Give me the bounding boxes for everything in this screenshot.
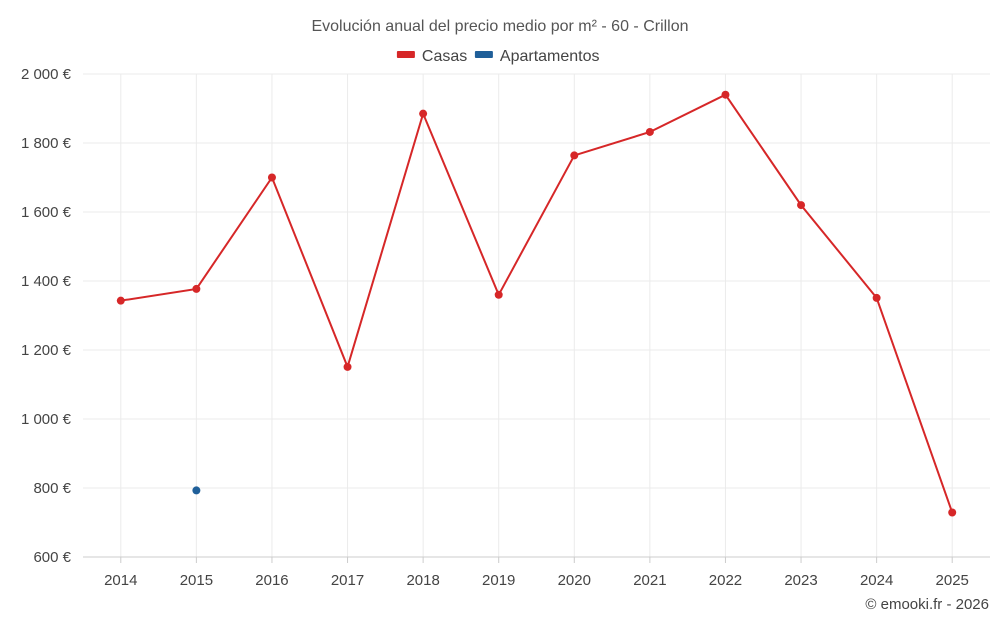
y-tick-label: 600 €	[33, 549, 71, 566]
legend-swatch	[474, 51, 493, 58]
legend-label: Casas	[422, 48, 467, 65]
axes: 600 € 800 € 1 000 € 1 200 € 1 400 € 1 600 € 1 …	[21, 66, 990, 589]
x-tick-label: 2022	[709, 572, 742, 589]
legend-swatch	[396, 51, 415, 58]
x-tick-label: 2021	[633, 572, 666, 589]
x-tick-label: 2016	[255, 572, 288, 589]
x-tick-label: 2017	[331, 572, 364, 589]
x-tick-label: 2025	[936, 572, 969, 589]
y-tick-label: 1 800 €	[21, 135, 72, 152]
grid	[83, 73, 990, 557]
data-point-apartamentos[interactable]	[192, 486, 201, 495]
legend-item-apartamentos[interactable]: Apartamentos	[474, 48, 600, 65]
credit-text: © emooki.fr - 2026	[865, 596, 989, 613]
y-tick-label: 800 €	[33, 480, 71, 497]
x-tick-label: 2019	[482, 572, 515, 589]
x-tick-label: 2020	[558, 572, 591, 589]
data-point-casas[interactable]	[570, 151, 579, 160]
legend-item-casas[interactable]: Casas	[396, 48, 467, 65]
y-tick-label: 1 600 €	[21, 204, 72, 221]
series	[116, 90, 957, 517]
data-point-casas[interactable]	[192, 284, 201, 293]
y-tick-label: 1 400 €	[21, 273, 72, 290]
y-tick-label: 1 200 €	[21, 342, 72, 359]
series-casas	[116, 90, 957, 517]
data-point-casas[interactable]	[494, 290, 503, 299]
series-apartamentos	[192, 486, 201, 495]
legend-label: Apartamentos	[500, 48, 600, 65]
x-tick-label: 2018	[406, 572, 439, 589]
data-point-casas[interactable]	[721, 90, 730, 99]
data-point-casas[interactable]	[267, 173, 276, 182]
x-tick-label: 2024	[860, 572, 893, 589]
legend: Casas Apartamentos	[396, 48, 600, 65]
data-point-casas[interactable]	[948, 508, 957, 517]
data-point-casas[interactable]	[797, 201, 806, 210]
y-tick-label: 2 000 €	[21, 66, 72, 83]
x-tick-label: 2023	[784, 572, 817, 589]
x-tick-label: 2015	[180, 572, 213, 589]
x-tick-label: 2014	[104, 572, 137, 589]
data-point-casas[interactable]	[343, 362, 352, 371]
chart-title: Evolución anual del precio medio por m² …	[311, 18, 688, 35]
data-point-casas[interactable]	[645, 127, 654, 136]
data-point-casas[interactable]	[116, 296, 125, 305]
y-tick-label: 1 000 €	[21, 411, 72, 428]
series-line-casas	[120, 93, 954, 513]
data-point-casas[interactable]	[419, 109, 428, 118]
data-point-casas[interactable]	[872, 293, 881, 302]
